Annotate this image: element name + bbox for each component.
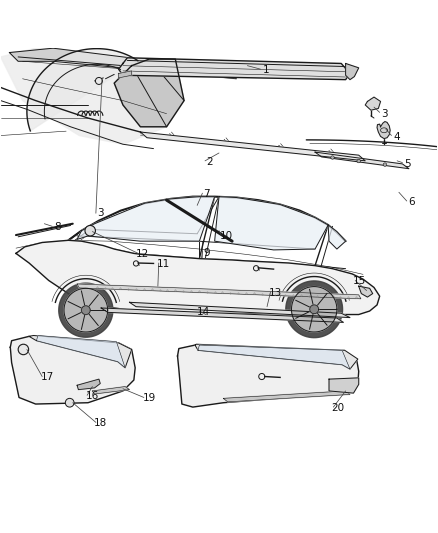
Polygon shape	[195, 344, 358, 369]
Polygon shape	[119, 71, 132, 78]
Text: 15: 15	[353, 276, 366, 286]
Polygon shape	[328, 225, 346, 249]
Polygon shape	[215, 197, 328, 250]
Polygon shape	[101, 308, 343, 322]
Circle shape	[357, 159, 360, 163]
Text: 16: 16	[86, 391, 99, 401]
Text: 11: 11	[156, 259, 170, 269]
Text: 13: 13	[269, 288, 283, 298]
Polygon shape	[59, 283, 113, 337]
Polygon shape	[177, 345, 359, 407]
Polygon shape	[1, 48, 184, 144]
Polygon shape	[77, 284, 361, 299]
Polygon shape	[29, 335, 132, 368]
Text: 3: 3	[97, 208, 103, 218]
Polygon shape	[77, 379, 100, 390]
Circle shape	[95, 77, 102, 84]
Circle shape	[383, 163, 387, 166]
Text: 9: 9	[204, 247, 210, 257]
Text: 12: 12	[136, 249, 149, 259]
Polygon shape	[377, 122, 390, 139]
Text: 3: 3	[381, 109, 388, 119]
Text: 14: 14	[197, 307, 210, 317]
Polygon shape	[11, 336, 135, 404]
Circle shape	[85, 225, 95, 236]
Polygon shape	[10, 48, 237, 79]
Circle shape	[331, 156, 334, 159]
Polygon shape	[292, 287, 337, 332]
Text: 5: 5	[404, 159, 411, 169]
Text: 19: 19	[142, 393, 156, 403]
Polygon shape	[81, 306, 90, 314]
Circle shape	[18, 344, 28, 354]
Polygon shape	[114, 59, 184, 127]
Text: 17: 17	[41, 373, 54, 382]
Text: 8: 8	[54, 222, 61, 232]
Polygon shape	[16, 240, 380, 314]
Polygon shape	[315, 152, 409, 169]
Circle shape	[65, 398, 74, 407]
Text: 2: 2	[206, 157, 213, 167]
Polygon shape	[359, 286, 373, 297]
Polygon shape	[346, 63, 359, 79]
Polygon shape	[329, 378, 359, 393]
Text: 6: 6	[409, 197, 415, 207]
Polygon shape	[141, 132, 365, 161]
Polygon shape	[198, 345, 350, 369]
Text: 7: 7	[204, 189, 210, 199]
Polygon shape	[77, 197, 215, 241]
Polygon shape	[130, 302, 350, 318]
Polygon shape	[64, 288, 108, 332]
Polygon shape	[286, 281, 343, 338]
Polygon shape	[119, 58, 350, 79]
Text: 18: 18	[94, 418, 107, 428]
Polygon shape	[92, 386, 130, 394]
Text: 1: 1	[263, 65, 269, 75]
Text: 20: 20	[331, 403, 344, 413]
Polygon shape	[223, 391, 350, 402]
Text: 10: 10	[220, 231, 233, 241]
Polygon shape	[27, 49, 138, 131]
Text: 4: 4	[393, 132, 400, 142]
Polygon shape	[36, 335, 125, 368]
Polygon shape	[365, 97, 381, 110]
Polygon shape	[310, 305, 318, 313]
